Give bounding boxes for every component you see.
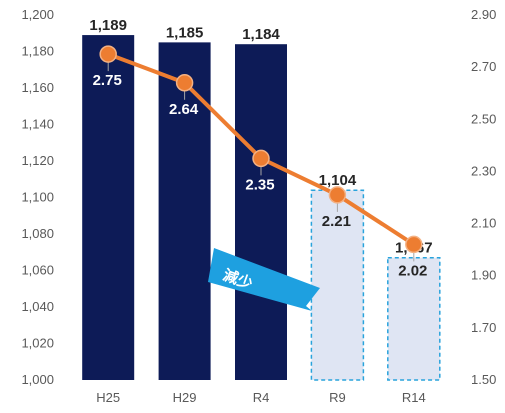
ratio-marker — [252, 149, 270, 168]
right-axis-tick: 1.90 — [471, 268, 496, 283]
left-axis-tick: 1,100 — [21, 190, 54, 205]
ratio-marker — [405, 235, 423, 254]
left-axis-tick: 1,040 — [21, 299, 54, 314]
bar-value-label: 1,104 — [319, 172, 357, 189]
right-axis: 1.50 1.70 1.90 2.10 2.30 2.50 2.70 2.90 — [471, 7, 496, 387]
right-axis-tick: 2.30 — [471, 163, 496, 178]
left-axis-tick: 1,180 — [21, 44, 54, 59]
ratio-value-label: 2.35 — [245, 176, 274, 193]
left-axis-tick: 1,140 — [21, 117, 54, 132]
left-axis-tick: 1,020 — [21, 336, 54, 351]
right-axis-tick: 2.70 — [471, 59, 496, 74]
ratio-value-label: 2.64 — [169, 101, 199, 118]
decrease-annotation: 減少 — [208, 248, 320, 311]
ratio-value-label: 2.02 — [398, 262, 427, 279]
bar — [387, 256, 441, 381]
left-axis-tick: 1,060 — [21, 263, 54, 278]
ratio-marker — [328, 186, 347, 204]
right-axis-tick: 2.10 — [471, 216, 496, 231]
x-axis-tick: H29 — [173, 390, 197, 405]
left-axis: 1,000 1,020 1,040 1,060 1,080 1,100 1,120 1,140… — [21, 7, 54, 387]
x-axis-tick: R9 — [329, 390, 346, 405]
ratio-marker — [99, 45, 117, 63]
x-axis-tick: R14 — [402, 390, 426, 405]
x-axis-tick: H25 — [96, 390, 120, 405]
bar-value-label: 1,185 — [166, 24, 204, 41]
left-axis-tick: 1,000 — [21, 372, 54, 387]
right-axis-tick: 2.50 — [471, 111, 496, 126]
ratio-value-label: 2.21 — [322, 213, 351, 230]
ratio-line-series: 2.75 2.64 2.35 2.21 2.02 — [93, 45, 427, 279]
bar — [310, 189, 365, 381]
ratio-marker — [175, 74, 194, 92]
left-axis-tick: 1,200 — [21, 7, 54, 22]
bar-value-label: 1,184 — [242, 26, 280, 43]
x-axis-tick: R4 — [253, 390, 270, 405]
ratio-value-label: 2.75 — [93, 72, 122, 89]
left-axis-tick: 1,160 — [21, 80, 54, 95]
decrease-arrow-shape — [208, 248, 320, 311]
bar — [82, 35, 135, 380]
right-axis-tick: 1.70 — [471, 320, 496, 335]
bar — [235, 44, 287, 380]
x-axis: H25 H29 R4 R9 R14 — [96, 390, 425, 405]
left-axis-tick: 1,120 — [21, 153, 54, 168]
right-axis-tick: 1.50 — [471, 372, 496, 387]
left-axis-tick: 1,080 — [21, 226, 54, 241]
bar-value-label: 1,189 — [89, 17, 127, 34]
right-axis-tick: 2.90 — [471, 7, 496, 22]
